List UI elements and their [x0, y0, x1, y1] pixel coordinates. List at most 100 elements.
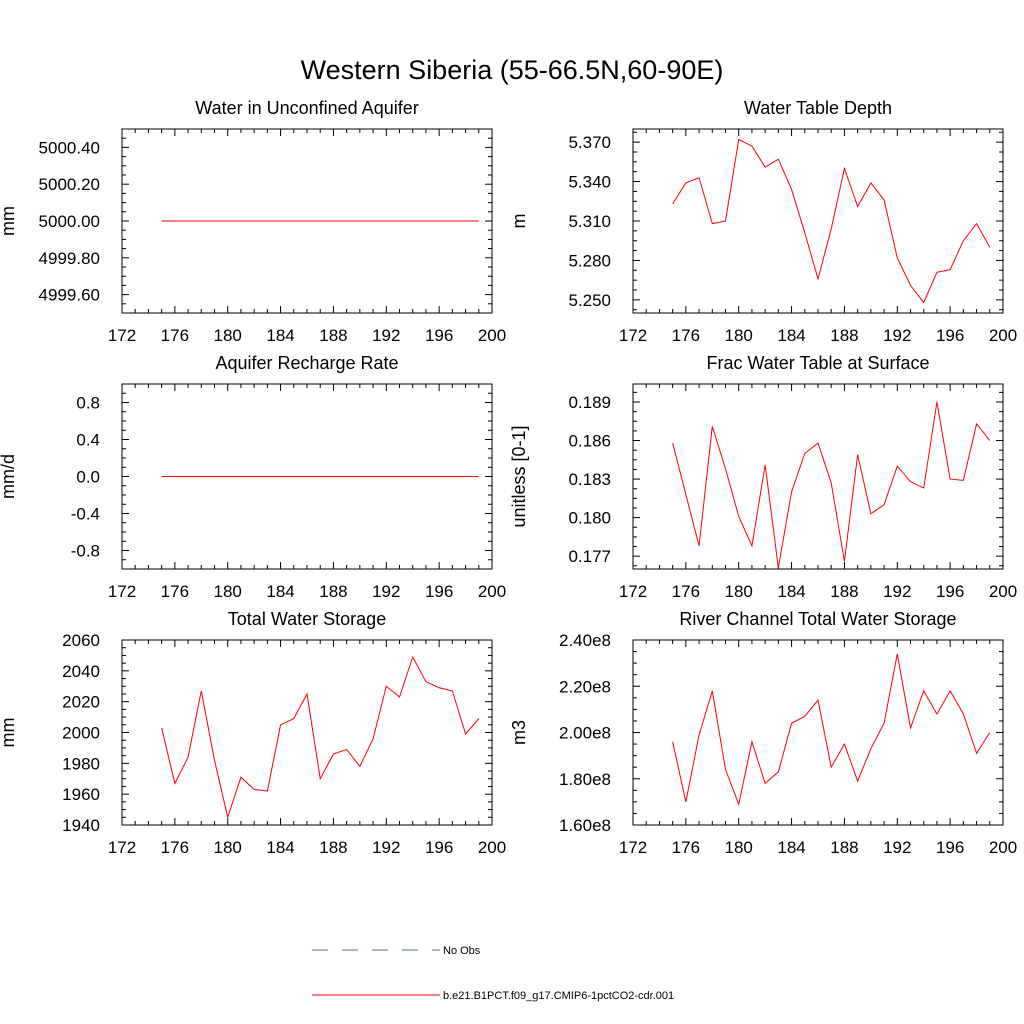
y-tick-label: 0.183 [568, 470, 611, 489]
x-tick-label: 180 [725, 326, 753, 345]
y-tick-label: 0.180 [568, 509, 611, 528]
chart-panel-3: Frac Water Table at Surface 172 176 180 184 1… [509, 353, 1017, 601]
x-tick-label: 192 [372, 582, 400, 601]
panel-title: Aquifer Recharge Rate [215, 353, 398, 373]
x-tick-label: 192 [372, 326, 400, 345]
panel-title: Frac Water Table at Surface [706, 353, 929, 373]
x-tick-label: 196 [936, 326, 964, 345]
x-tick-label: 188 [319, 582, 347, 601]
y-tick-label: 2.20e8 [559, 677, 611, 696]
x-tick-label: 196 [425, 838, 453, 857]
x-tick-label: 176 [161, 582, 189, 601]
plot-frame [632, 639, 1004, 826]
y-tick-label: 0.177 [568, 547, 611, 566]
y-axis-label: m3 [509, 720, 529, 745]
y-tick-label: 1940 [62, 816, 100, 835]
chart-panel-2: Aquifer Recharge Rate 172 176 180 184 188 192 1… [0, 353, 506, 601]
x-tick-label: 172 [619, 582, 647, 601]
y-axis-label: mm [0, 206, 18, 236]
y-tick-label: -0.4 [71, 505, 100, 524]
y-tick-label: 0.0 [76, 468, 100, 487]
x-tick-label: 180 [214, 838, 242, 857]
series-line [672, 401, 991, 568]
x-tick-label: 196 [425, 582, 453, 601]
y-tick-label: 5.310 [568, 212, 611, 231]
y-tick-label: 0.4 [76, 431, 100, 450]
y-tick-label: 1960 [62, 785, 100, 804]
x-tick-label: 196 [425, 326, 453, 345]
plot-frame [121, 639, 493, 826]
y-tick-label: 2.00e8 [559, 724, 611, 743]
x-tick-label: 176 [161, 326, 189, 345]
y-tick-label: 5.250 [568, 291, 611, 310]
y-tick-label: 1980 [62, 754, 100, 773]
y-tick-label: -0.8 [71, 542, 100, 561]
y-tick-label: 5000.00 [39, 212, 100, 231]
plot-frame [632, 128, 1004, 314]
x-tick-label: 172 [108, 326, 136, 345]
y-tick-label: 5.370 [568, 133, 611, 152]
panel-title: River Channel Total Water Storage [679, 609, 956, 629]
y-axis-label: m [509, 214, 529, 229]
y-tick-label: 2.40e8 [559, 631, 611, 650]
x-tick-label: 184 [266, 838, 294, 857]
x-tick-label: 196 [936, 582, 964, 601]
legend: No Obs b.e21.B1PCT.f09_g17.CMIP6-1pctCO2… [312, 945, 674, 1002]
x-tick-label: 192 [883, 326, 911, 345]
x-tick-label: 176 [672, 582, 700, 601]
x-tick-label: 188 [830, 326, 858, 345]
y-tick-label: 0.186 [568, 432, 611, 451]
x-tick-label: 180 [214, 326, 242, 345]
x-tick-label: 200 [989, 582, 1017, 601]
x-tick-label: 200 [478, 326, 506, 345]
x-tick-label: 184 [266, 326, 294, 345]
x-tick-label: 172 [108, 582, 136, 601]
x-tick-label: 176 [672, 838, 700, 857]
x-tick-label: 192 [883, 838, 911, 857]
y-axis-label: mm [0, 718, 18, 748]
x-tick-label: 172 [619, 838, 647, 857]
x-tick-label: 188 [830, 838, 858, 857]
panel-title: Water in Unconfined Aquifer [195, 98, 418, 118]
y-tick-label: 5000.20 [39, 175, 100, 194]
series-line [672, 653, 991, 806]
x-tick-label: 188 [830, 582, 858, 601]
x-tick-label: 176 [161, 838, 189, 857]
y-tick-label: 0.189 [568, 393, 611, 412]
y-tick-label: 2000 [62, 724, 100, 743]
x-tick-label: 180 [725, 582, 753, 601]
x-tick-label: 200 [989, 838, 1017, 857]
x-tick-label: 172 [619, 326, 647, 345]
x-tick-label: 180 [214, 582, 242, 601]
x-tick-label: 200 [478, 582, 506, 601]
x-tick-label: 188 [319, 838, 347, 857]
x-tick-label: 180 [725, 838, 753, 857]
y-tick-label: 5.340 [568, 173, 611, 192]
x-tick-label: 184 [777, 838, 805, 857]
x-tick-label: 184 [266, 582, 294, 601]
x-tick-label: 184 [777, 326, 805, 345]
y-tick-label: 1.80e8 [559, 770, 611, 789]
x-tick-label: 196 [936, 838, 964, 857]
x-tick-label: 192 [883, 582, 911, 601]
x-tick-label: 172 [108, 838, 136, 857]
x-tick-label: 192 [372, 838, 400, 857]
plot-frame [632, 383, 1004, 570]
chart-panel-4: Total Water Storage 172 176 180 184 188 192 196… [0, 609, 506, 857]
y-tick-label: 1.60e8 [559, 816, 611, 835]
series-line [161, 655, 480, 820]
y-tick-label: 2060 [62, 631, 100, 650]
legend-label-model: b.e21.B1PCT.f09_g17.CMIP6-1pctCO2-cdr.00… [443, 990, 674, 1002]
y-tick-label: 2040 [62, 662, 100, 681]
panel-title: Total Water Storage [228, 609, 386, 629]
y-tick-label: 0.8 [76, 394, 100, 413]
y-tick-label: 4999.60 [39, 286, 100, 305]
y-tick-label: 5.280 [568, 251, 611, 270]
y-tick-label: 4999.80 [39, 249, 100, 268]
y-axis-label: unitless [0-1] [509, 425, 529, 527]
series-line [672, 138, 991, 304]
chart-panel-1: Water Table Depth 172 176 180 184 188 192 196 20… [509, 98, 1017, 345]
x-tick-label: 188 [319, 326, 347, 345]
x-tick-label: 176 [672, 326, 700, 345]
